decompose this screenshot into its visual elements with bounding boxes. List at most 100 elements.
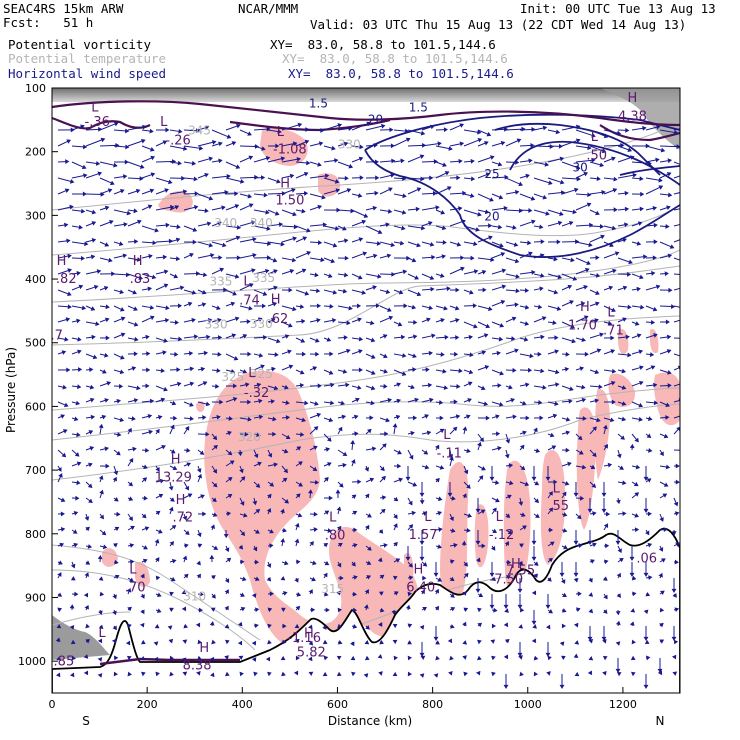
wind-vector-head <box>531 127 536 132</box>
wind-vector-head <box>470 158 475 164</box>
wind-vector-head <box>200 494 205 499</box>
wind-vector-head <box>149 315 155 321</box>
wind-vector-head <box>193 205 199 210</box>
wind-vector-head <box>66 367 71 373</box>
field-xy-pv: XY= 83.0, 58.8 to 101.5,144.6 <box>270 37 496 52</box>
wind-vector-head <box>315 288 321 294</box>
wind-vector-head <box>139 176 144 182</box>
wind-vector-head <box>294 638 300 644</box>
wind-vector-head <box>317 162 322 167</box>
wind-vector-head <box>439 428 445 434</box>
wind-vector-head <box>395 558 401 563</box>
wind-vector-head <box>587 145 592 151</box>
pv-extremum-label: -1.08 <box>273 143 307 158</box>
wind-vector-head <box>147 286 152 292</box>
pv-extremum-label: 4.38 <box>618 109 647 124</box>
wind-vector-head <box>308 624 313 630</box>
wind-vector-head <box>667 158 672 164</box>
wind-vector-head <box>667 192 673 198</box>
wind-vector-head <box>520 465 526 471</box>
wind-vector-head <box>401 209 407 215</box>
wind-vector-head <box>531 270 536 275</box>
wind-vector-head <box>70 672 75 678</box>
wind-vector-head <box>337 623 342 629</box>
wind-vector-head <box>497 446 502 451</box>
wind-vector-head <box>390 242 396 248</box>
pv-extremum-label: 1.70 <box>568 318 597 333</box>
wind-vector-head <box>366 560 372 566</box>
wind-vector-head <box>228 416 233 421</box>
theta-label: 330 <box>205 318 228 332</box>
wind-vector-head <box>372 205 378 211</box>
wind-vector-head <box>657 668 663 673</box>
wind-vector-head <box>240 501 245 506</box>
wind-vector-head <box>234 191 239 197</box>
wind-vector-head <box>262 335 268 340</box>
wind-vector-head <box>238 655 244 661</box>
wind-vector-head <box>601 189 606 195</box>
x-tick-label: 800 <box>422 698 443 711</box>
wind-vector-head <box>412 353 417 359</box>
wind-vector-head <box>639 274 644 280</box>
wind-vector-head <box>129 577 134 582</box>
wind-vector-head <box>371 446 377 452</box>
wind-vector-head <box>253 671 258 677</box>
wind-vector-head <box>485 172 491 177</box>
wind-vector-head <box>639 380 644 386</box>
wind-vector-head <box>67 304 72 310</box>
wind-vector-head <box>224 547 230 553</box>
x-end-label: N <box>656 714 665 728</box>
wind-vector-head <box>218 255 223 261</box>
wind-vector-head <box>428 350 433 356</box>
wind-vector-head <box>659 639 665 644</box>
wind-vector-head <box>208 195 214 201</box>
wind-vector-head <box>167 625 173 630</box>
wind-vector-head <box>531 540 537 545</box>
wind-vector-head <box>298 482 303 487</box>
wind-vector-head <box>534 498 539 504</box>
wind-vector-head <box>265 209 270 215</box>
wind-vector-head <box>579 366 585 372</box>
wind-vector-head <box>533 671 538 677</box>
wind-vector-head <box>391 271 396 277</box>
wind-vector-head <box>104 398 109 403</box>
wind-vector-head <box>181 175 186 181</box>
wind-vector-head <box>687 221 690 224</box>
wind-vector-head <box>424 414 429 419</box>
wind-vector <box>673 192 680 195</box>
init-time: Init: 00 UTC Tue 13 Aug 13 <box>520 1 716 16</box>
wind-vector-head <box>310 607 316 613</box>
wind-vector-head <box>462 640 468 645</box>
wind-vector-head <box>176 224 181 230</box>
wind-vector-head <box>378 671 383 676</box>
wind-vector-head <box>410 384 415 390</box>
wind-vector-head <box>296 592 302 597</box>
wind-vector-head <box>661 558 666 563</box>
wind-vector-head <box>320 257 325 263</box>
wind-vector-head <box>518 181 523 187</box>
wind-vector-head <box>504 608 509 613</box>
wind-vector-head <box>573 492 579 497</box>
wind-vector-head <box>671 588 677 593</box>
wind-vector-head <box>301 318 306 324</box>
wind-vector-head <box>197 532 202 538</box>
wind-vector-head <box>351 671 356 677</box>
wind-vector-head <box>643 684 649 689</box>
wind-vector-head <box>540 239 545 245</box>
wind-vector-head <box>267 639 272 645</box>
wind-vector-head <box>425 367 430 373</box>
wind-vector-head <box>363 673 369 678</box>
wind-vector-head <box>595 301 600 307</box>
wind-vector-head <box>581 384 586 390</box>
wind-vector-head <box>234 316 240 322</box>
x-tick-label: 400 <box>232 698 253 711</box>
wind-vector-head <box>351 459 356 464</box>
wind-vector-head <box>634 321 640 326</box>
wind-vector-head <box>407 623 413 628</box>
pv-extremum-label: .85 <box>54 655 75 670</box>
wind-vector-head <box>293 670 299 676</box>
wind-vector-head <box>273 285 278 291</box>
wind-vector-head <box>204 125 210 131</box>
wind-vector-head <box>539 224 544 230</box>
